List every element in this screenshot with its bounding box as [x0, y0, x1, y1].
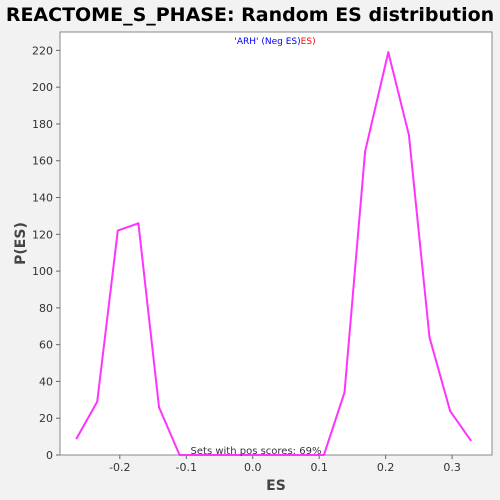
data-point	[322, 454, 325, 456]
data-point	[261, 454, 264, 456]
data-point	[343, 391, 346, 394]
pos-score-annotation: Sets with pos scores: 69%	[191, 446, 322, 457]
data-point	[116, 229, 119, 232]
y-tick-label: 40	[39, 375, 53, 388]
data-point	[364, 150, 367, 153]
data-point	[158, 406, 161, 409]
data-point	[302, 454, 305, 456]
x-tick-label: 0.2	[377, 461, 395, 474]
legend-entry: 'ARH' (Neg ES)	[234, 37, 300, 47]
x-tick-label: 0.1	[310, 461, 328, 474]
y-tick-label: 220	[32, 44, 53, 57]
legend-entry: ES)	[301, 37, 316, 47]
x-tick-label: -0.1	[176, 461, 197, 474]
y-tick-label: 140	[32, 192, 53, 205]
y-axis-label: P(ES)	[13, 222, 29, 265]
y-tick-label: 180	[32, 118, 53, 131]
data-point	[469, 439, 472, 442]
x-axis: -0.2 -0.1 0.0 0.1 0.2 0.3	[109, 455, 461, 474]
chart-title: REACTOME_S_PHASE: Random ES distribution	[6, 4, 494, 26]
data-point	[428, 336, 431, 339]
y-tick-label: 60	[39, 339, 53, 352]
data-point	[219, 454, 222, 456]
y-tick-label: 80	[39, 302, 53, 315]
x-tick-label: 0.0	[244, 461, 262, 474]
data-point	[240, 454, 243, 456]
data-point	[387, 51, 390, 54]
x-axis-label: ES	[266, 478, 286, 494]
plot-area	[59, 31, 493, 456]
data-point	[178, 454, 181, 456]
y-tick-label: 200	[32, 81, 53, 94]
data-point	[75, 437, 78, 440]
y-tick-label: 160	[32, 155, 53, 168]
data-point	[449, 409, 452, 412]
y-tick-label: 0	[46, 449, 53, 462]
series-layer	[75, 51, 472, 456]
y-axis: 0 20 40 60 80 100 120 140 160 180 200 220	[32, 44, 60, 462]
legend: 'ARH' (Neg ES)ES)	[234, 37, 315, 47]
x-tick-label: 0.3	[443, 461, 461, 474]
data-point	[199, 454, 202, 456]
data-point	[96, 400, 99, 403]
y-tick-label: 20	[39, 412, 53, 425]
y-tick-label: 100	[32, 265, 53, 278]
series-line	[75, 51, 472, 456]
data-point	[137, 222, 140, 225]
data-point	[281, 454, 284, 456]
y-tick-label: 120	[32, 228, 53, 241]
data-point	[407, 133, 410, 136]
x-tick-label: -0.2	[109, 461, 130, 474]
